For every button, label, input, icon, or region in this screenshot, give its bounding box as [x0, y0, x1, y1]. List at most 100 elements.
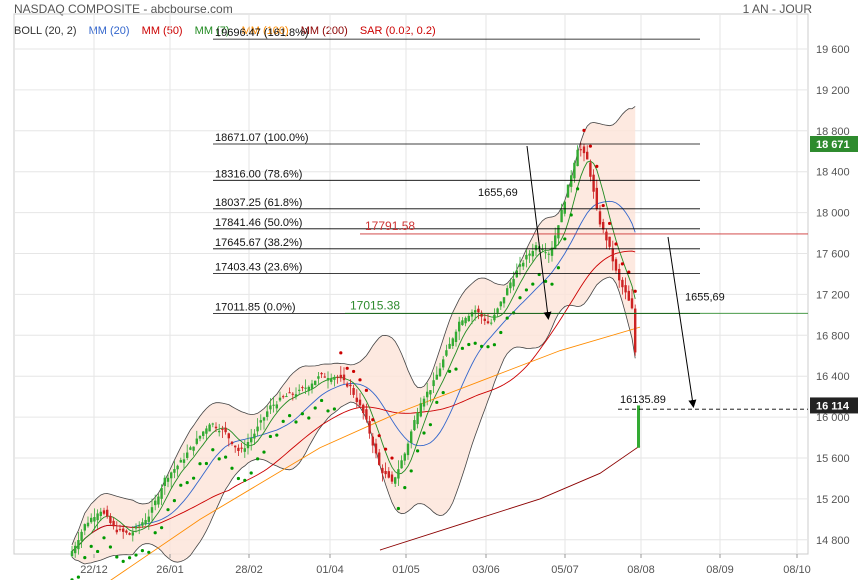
candle-body [189, 447, 192, 450]
candle-body [371, 436, 374, 446]
sar-dot [76, 575, 80, 579]
resistance-label: 17791.58 [365, 219, 415, 233]
fib-label: 18037.25 (61.8%) [215, 197, 302, 209]
candle-body [125, 530, 128, 533]
candle-body [80, 531, 83, 541]
sar-dot [307, 416, 311, 420]
candle-body [256, 426, 259, 432]
candle-body [426, 391, 429, 398]
sar-dot [134, 553, 138, 557]
candle-body [291, 393, 294, 395]
candle-body [349, 384, 352, 387]
candle-body [250, 437, 253, 443]
y-tick-label: 17 600 [816, 249, 850, 261]
sar-dot [467, 342, 471, 347]
x-tick-label: 28/02 [235, 564, 263, 576]
chart-period[interactable]: 1 AN - JOUR [742, 2, 812, 16]
candle-body [435, 374, 438, 380]
candle-body [301, 387, 304, 389]
candle-body [438, 368, 442, 377]
sar-dot [460, 346, 464, 350]
fibonacci-levels: 19696.47 (161.8%) 18671.07 (100.0%) 18316.… [213, 27, 700, 315]
candle-body [160, 487, 163, 499]
candle-body [74, 545, 77, 554]
candle-body [214, 426, 218, 429]
candle-body [163, 477, 166, 487]
candle-body [550, 247, 554, 256]
sar-dot [217, 457, 221, 461]
candle-body [576, 149, 579, 167]
candle-body [272, 404, 275, 406]
sar-dot [454, 367, 458, 371]
candle-body [547, 253, 550, 255]
legend-mm7: MM (7) [194, 25, 230, 37]
candle-body [378, 452, 381, 465]
candle-body [96, 513, 99, 521]
sar-dot [224, 455, 228, 459]
price-badge [810, 135, 858, 152]
candle-body [102, 510, 106, 514]
candle-last [637, 405, 640, 448]
candle-body [502, 297, 506, 304]
candle-body [128, 533, 131, 535]
candle-body [86, 522, 90, 527]
candle-body [224, 427, 227, 433]
candle-body [314, 380, 317, 385]
candle-body [595, 187, 598, 209]
y-tick-label: 14 800 [816, 535, 850, 547]
y-tick-label: 19 200 [816, 85, 850, 97]
y-tick-label: 15 200 [816, 494, 850, 506]
candle-body [326, 378, 330, 381]
sar-dot [89, 544, 93, 548]
y-tick-label: 18 800 [816, 126, 850, 138]
candle-body [605, 231, 608, 241]
candle-body [509, 282, 512, 289]
candle-body [246, 441, 250, 449]
candle-body [282, 396, 285, 398]
candle-body [467, 315, 470, 322]
candle-body [355, 397, 358, 403]
candle-body [240, 447, 243, 449]
candle-body [419, 403, 422, 417]
candle-body [166, 477, 170, 482]
candle-body [598, 211, 602, 225]
sar-dot [588, 144, 593, 148]
y-tick-label: 16 400 [816, 371, 850, 383]
sar-dot [249, 471, 253, 475]
candle-body [422, 398, 426, 407]
candle-body [269, 405, 272, 410]
sar-dot [192, 476, 196, 480]
sar-dot [115, 555, 119, 559]
candle-body [230, 441, 234, 445]
candle-body [221, 428, 224, 430]
candle-body [518, 264, 522, 267]
sar-dot [556, 266, 561, 270]
sar-dot [416, 449, 420, 453]
sar-dot [448, 369, 452, 373]
sar-dot [102, 536, 106, 540]
candle-body [525, 254, 528, 260]
candle-body [474, 310, 477, 313]
ma100-line [110, 326, 641, 580]
candle-body [499, 301, 502, 307]
x-tick-label: 01/05 [392, 564, 420, 576]
candle-body [218, 430, 221, 433]
legend-mm200: MM (200) [300, 25, 348, 37]
sar-dot [121, 559, 125, 563]
x-tick-label: 03/06 [472, 564, 500, 576]
x-tick-label: 01/04 [316, 564, 344, 576]
candle-body [490, 322, 493, 324]
candle-body [528, 253, 531, 256]
candle-body [387, 471, 390, 478]
plot-frame [13, 13, 809, 555]
candle-body [141, 522, 144, 526]
fib-label: 18316.00 (78.6%) [215, 168, 302, 180]
candle-body [298, 389, 301, 391]
candle-body [154, 500, 157, 506]
candle-body [333, 376, 336, 380]
sar-dot [300, 412, 304, 416]
candle-body [90, 517, 93, 523]
candle-body [477, 308, 480, 313]
candle-body [496, 308, 499, 313]
